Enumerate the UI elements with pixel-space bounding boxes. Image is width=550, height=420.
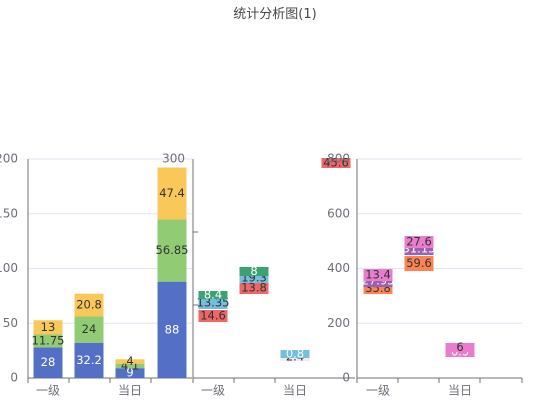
bar-segment — [74, 342, 104, 378]
bar-segment — [239, 282, 269, 294]
bar-segment — [363, 269, 393, 281]
bar-segment — [33, 347, 63, 378]
y-tick-label: 100 — [0, 261, 18, 275]
bar-segment — [33, 334, 63, 348]
bar-segment — [74, 293, 104, 317]
data-label: 13.8 — [241, 281, 267, 295]
data-label: 45.6 — [323, 156, 349, 170]
x-tick-label: 当日 — [118, 384, 142, 398]
bar-segment — [115, 363, 145, 369]
bar-segment — [363, 283, 393, 294]
data-label: 27.6 — [406, 235, 432, 249]
data-label: 28 — [41, 355, 56, 369]
bar-segment — [198, 291, 228, 299]
y-tick-label: 200 — [0, 152, 18, 166]
bar-segment — [321, 158, 351, 168]
bar-segment — [115, 359, 145, 364]
y-tick-label: 0 — [342, 371, 350, 385]
data-label: 13.4 — [365, 268, 391, 282]
y-tick-label: 0 — [10, 371, 18, 385]
y-tick-label: 800 — [327, 152, 350, 166]
bar-segment — [115, 368, 145, 378]
bar-segment — [404, 256, 434, 271]
y-tick-label: 150 — [0, 206, 18, 220]
bar-segment — [157, 219, 187, 282]
data-label: 14.6 — [200, 309, 226, 323]
data-label: 8 — [250, 264, 257, 278]
x-tick-label: 当日 — [283, 384, 307, 398]
y-tick-label: 300 — [162, 152, 185, 166]
y-tick-label: 600 — [327, 206, 350, 220]
x-tick-label: 一级 — [366, 384, 390, 398]
data-label: 24 — [82, 322, 97, 336]
data-label: 32.2 — [76, 353, 102, 367]
bar-segment — [33, 320, 63, 335]
bar-segment — [157, 281, 187, 378]
bar-segment — [157, 167, 187, 220]
bar-segment — [280, 350, 310, 358]
data-label: 47.4 — [159, 186, 185, 200]
data-label: 11.75 — [32, 333, 65, 347]
chart-title: 统计分析图(1) — [233, 7, 317, 22]
y-tick-label: 400 — [327, 261, 350, 275]
bar-segment — [74, 316, 104, 343]
x-tick-label: 一级 — [201, 384, 225, 398]
bar-segment — [445, 343, 475, 352]
data-label: 6 — [456, 340, 463, 354]
bar-segment — [239, 267, 269, 276]
data-label: 0.8 — [286, 347, 304, 361]
bar-segment — [198, 310, 228, 322]
data-label: 56.85 — [156, 243, 189, 257]
data-label: 13 — [41, 320, 56, 334]
bar-segment — [239, 273, 269, 283]
bar-segment — [404, 236, 434, 248]
x-tick-label: 当日 — [448, 384, 472, 398]
y-tick-label: 50 — [3, 316, 18, 330]
bar-segment — [198, 297, 228, 309]
data-label: 59.6 — [406, 256, 432, 270]
data-label: 88 — [165, 322, 180, 336]
data-label: 20.8 — [76, 298, 102, 312]
data-label: 9 — [126, 366, 133, 380]
data-label: 4 — [126, 354, 133, 368]
data-label: 8.4 — [204, 288, 222, 302]
x-tick-label: 一级 — [36, 384, 60, 398]
y-tick-label: 200 — [327, 316, 350, 330]
